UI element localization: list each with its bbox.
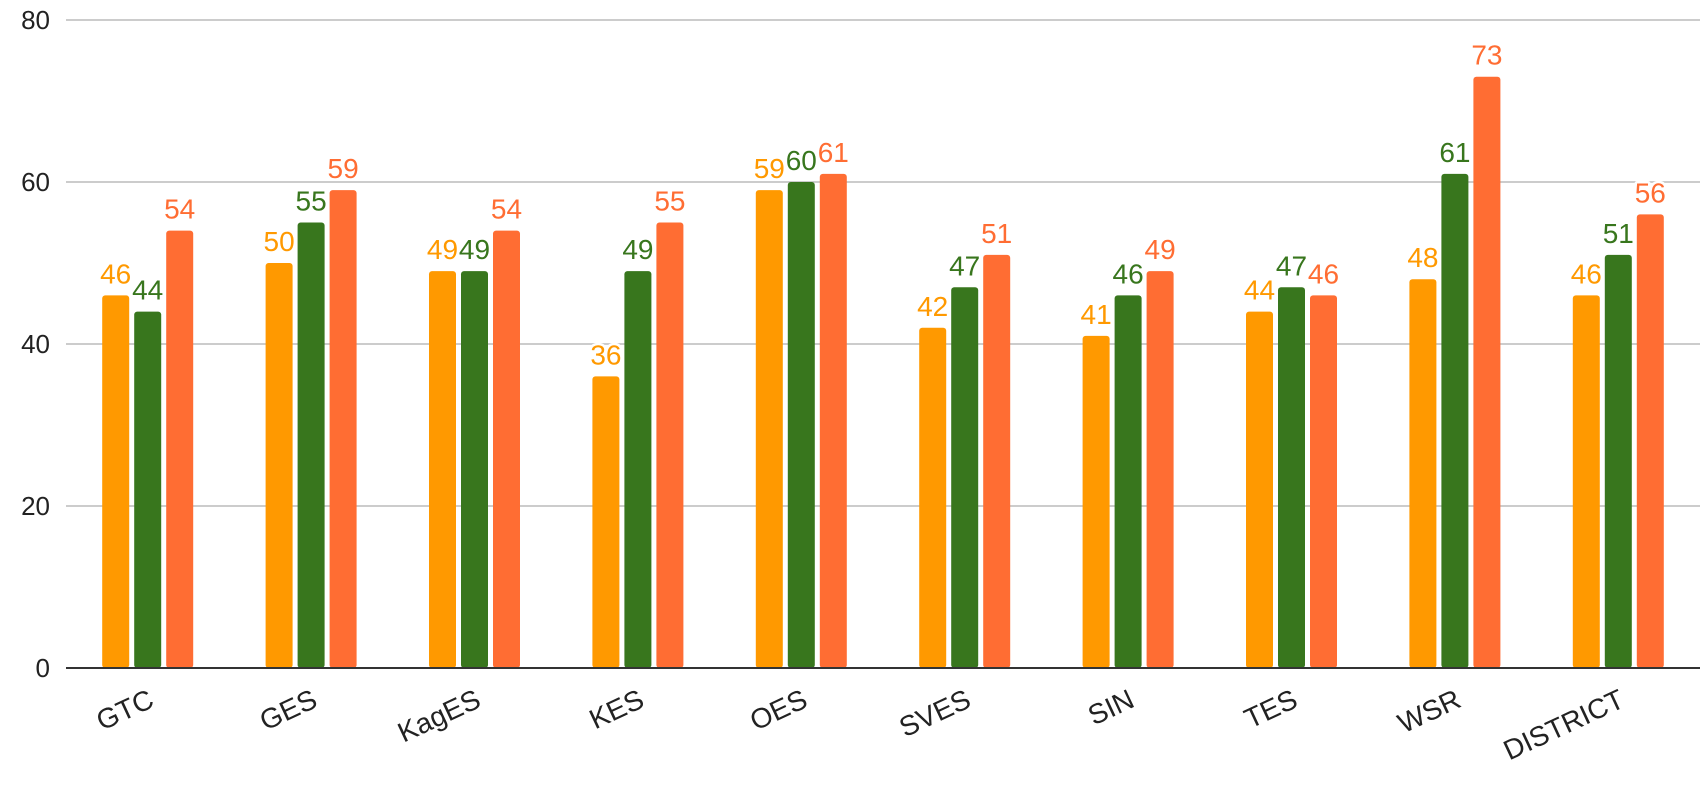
data-label: 73: [1471, 40, 1502, 71]
bar: [1115, 295, 1142, 668]
bar: [656, 223, 683, 669]
x-category-label: GES: [255, 683, 322, 736]
data-label: 49: [1145, 234, 1176, 265]
data-label: 61: [1439, 137, 1470, 168]
bar: [266, 263, 293, 668]
data-label: 61: [818, 137, 849, 168]
bar: [1605, 255, 1632, 668]
data-label: 54: [491, 194, 522, 225]
bar: [493, 231, 520, 668]
x-category-label: SVES: [894, 683, 975, 743]
bar: [1573, 295, 1600, 668]
x-category-label: WSR: [1393, 683, 1465, 739]
bar: [1310, 295, 1337, 668]
bar: [1246, 312, 1273, 668]
data-label: 54: [164, 194, 195, 225]
y-axis-tick-labels: 0 20 40 60 80: [21, 5, 50, 683]
bar: [919, 328, 946, 668]
x-category-label: TES: [1240, 683, 1302, 734]
y-tick-label: 20: [21, 491, 50, 521]
data-label: 41: [1081, 299, 1112, 330]
bar: [1441, 174, 1468, 668]
bar: [951, 287, 978, 668]
x-category-label: KES: [585, 683, 649, 735]
bar: [1637, 214, 1664, 668]
bar: [1147, 271, 1174, 668]
bar: [298, 223, 325, 669]
x-category-label: DISTRICT: [1499, 683, 1629, 766]
data-label: 59: [328, 153, 359, 184]
bar: [788, 182, 815, 668]
y-tick-label: 60: [21, 167, 50, 197]
data-label: 44: [1244, 275, 1275, 306]
x-category-label: GTC: [92, 683, 159, 736]
y-tick-label: 80: [21, 5, 50, 35]
bar: [1409, 279, 1436, 668]
bar: [1278, 287, 1305, 668]
data-label: 51: [1603, 218, 1634, 249]
bar: [330, 190, 357, 668]
data-label: 46: [1113, 258, 1144, 289]
bar: [1473, 77, 1500, 668]
data-label: 51: [981, 218, 1012, 249]
data-label: 59: [754, 153, 785, 184]
x-axis-category-labels: GTC GES KagES KES OES SVES SIN TES WSR DISTRICT: [92, 683, 1629, 766]
bar: [592, 376, 619, 668]
x-category-label: KagES: [393, 683, 485, 748]
data-label: 49: [459, 234, 490, 265]
data-label: 48: [1407, 242, 1438, 273]
data-label: 46: [1571, 258, 1602, 289]
data-label: 55: [654, 186, 685, 217]
bar: [983, 255, 1010, 668]
data-label: 47: [949, 250, 980, 281]
bar: [134, 312, 161, 668]
bar: [461, 271, 488, 668]
data-label: 46: [1308, 258, 1339, 289]
data-label: 36: [590, 339, 621, 370]
x-category-label: SIN: [1083, 683, 1138, 731]
bar: [624, 271, 651, 668]
bar: [102, 295, 129, 668]
bar: [166, 231, 193, 668]
bar: [756, 190, 783, 668]
y-tick-label: 40: [21, 329, 50, 359]
data-label: 55: [296, 186, 327, 217]
bar: [1083, 336, 1110, 668]
data-label: 50: [264, 226, 295, 257]
bar: [429, 271, 456, 668]
data-label: 44: [132, 275, 163, 306]
data-label: 60: [786, 145, 817, 176]
data-label: 42: [917, 291, 948, 322]
x-category-label: OES: [745, 683, 812, 736]
y-tick-label: 0: [36, 653, 50, 683]
data-label: 49: [427, 234, 458, 265]
data-label: 49: [622, 234, 653, 265]
bar: [820, 174, 847, 668]
data-label: 46: [100, 258, 131, 289]
data-label: 56: [1635, 177, 1666, 208]
data-label: 47: [1276, 250, 1307, 281]
